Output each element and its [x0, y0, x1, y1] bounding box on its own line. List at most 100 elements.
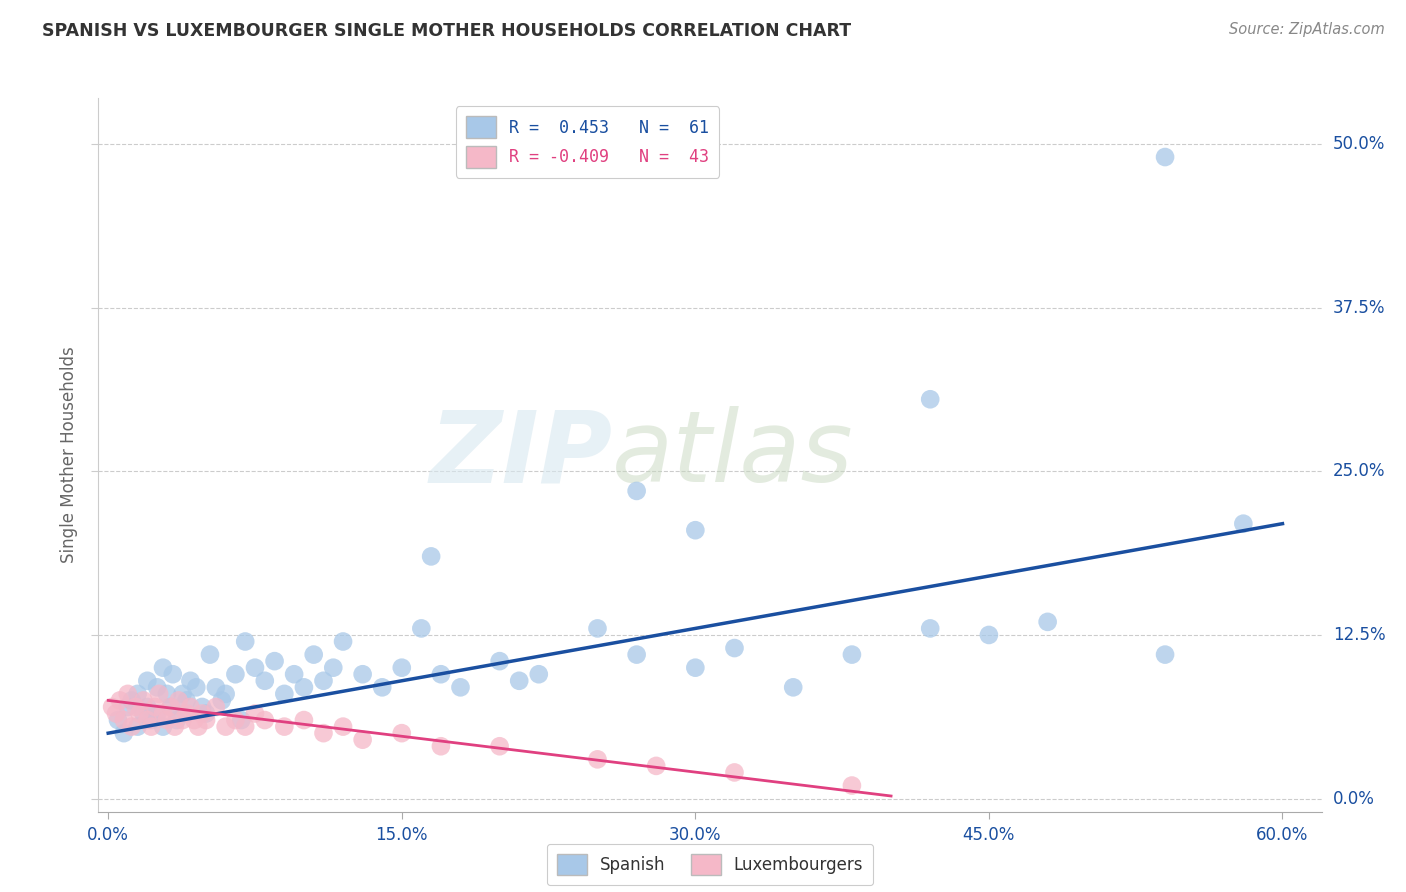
Point — [586, 621, 609, 635]
Point — [841, 779, 863, 793]
Point — [124, 700, 146, 714]
Text: SPANISH VS LUXEMBOURGER SINGLE MOTHER HOUSEHOLDS CORRELATION CHART: SPANISH VS LUXEMBOURGER SINGLE MOTHER HO… — [42, 22, 851, 40]
Point — [141, 720, 163, 734]
Point — [187, 720, 209, 734]
Point — [143, 700, 166, 714]
Text: 37.5%: 37.5% — [1333, 299, 1385, 317]
Point — [312, 726, 335, 740]
Point — [136, 713, 159, 727]
Point — [195, 713, 218, 727]
Point — [352, 667, 374, 681]
Point — [108, 693, 131, 707]
Point — [152, 720, 174, 734]
Point — [107, 713, 129, 727]
Point — [146, 706, 169, 721]
Point — [112, 726, 135, 740]
Point — [172, 687, 194, 701]
Point — [162, 667, 184, 681]
Point — [292, 681, 315, 695]
Point — [450, 681, 472, 695]
Point — [152, 706, 174, 721]
Point — [136, 673, 159, 688]
Point — [136, 700, 159, 714]
Point — [121, 720, 143, 734]
Point — [685, 661, 707, 675]
Point — [645, 759, 668, 773]
Point — [626, 648, 648, 662]
Point — [128, 706, 150, 721]
Point — [273, 720, 295, 734]
Point — [302, 648, 325, 662]
Point — [160, 700, 183, 714]
Point — [166, 713, 188, 727]
Point — [253, 673, 276, 688]
Point — [263, 654, 285, 668]
Point — [782, 681, 804, 695]
Point — [243, 661, 266, 675]
Text: ZIP: ZIP — [429, 407, 612, 503]
Point — [117, 687, 139, 701]
Point — [283, 667, 305, 681]
Point — [723, 641, 745, 656]
Y-axis label: Single Mother Households: Single Mother Households — [60, 347, 79, 563]
Point — [172, 713, 194, 727]
Text: 0.0%: 0.0% — [1333, 789, 1375, 807]
Point — [191, 700, 214, 714]
Point — [420, 549, 443, 564]
Point — [224, 667, 246, 681]
Point — [723, 765, 745, 780]
Point — [186, 681, 208, 695]
Point — [195, 706, 218, 721]
Point — [233, 720, 256, 734]
Text: atlas: atlas — [612, 407, 853, 503]
Point — [411, 621, 433, 635]
Point — [205, 681, 228, 695]
Point — [1036, 615, 1059, 629]
Point — [198, 648, 221, 662]
Text: 12.5%: 12.5% — [1333, 626, 1385, 644]
Point — [508, 673, 530, 688]
Point — [920, 621, 942, 635]
Legend: Spanish, Luxembourgers: Spanish, Luxembourgers — [547, 844, 873, 886]
Point — [586, 752, 609, 766]
Point — [179, 673, 201, 688]
Point — [191, 706, 214, 721]
Point — [205, 700, 228, 714]
Point — [527, 667, 550, 681]
Point — [977, 628, 1000, 642]
Point — [163, 720, 186, 734]
Point — [127, 720, 149, 734]
Point — [243, 706, 266, 721]
Point — [148, 687, 170, 701]
Point — [211, 693, 233, 707]
Point — [322, 661, 344, 675]
Point — [121, 693, 143, 707]
Point — [105, 706, 128, 721]
Point — [117, 700, 139, 714]
Point — [214, 720, 236, 734]
Point — [231, 713, 253, 727]
Point — [1154, 150, 1177, 164]
Point — [146, 681, 169, 695]
Point — [160, 700, 183, 714]
Point — [1232, 516, 1254, 531]
Text: Source: ZipAtlas.com: Source: ZipAtlas.com — [1229, 22, 1385, 37]
Point — [152, 661, 174, 675]
Text: 25.0%: 25.0% — [1333, 462, 1385, 480]
Point — [391, 726, 413, 740]
Point — [127, 687, 149, 701]
Point — [233, 634, 256, 648]
Point — [179, 700, 201, 714]
Point — [273, 687, 295, 701]
Point — [391, 661, 413, 675]
Point — [332, 634, 354, 648]
Point — [214, 687, 236, 701]
Point — [371, 681, 394, 695]
Point — [167, 693, 190, 707]
Point — [292, 713, 315, 727]
Point — [430, 739, 453, 754]
Point — [112, 713, 135, 727]
Point — [176, 693, 198, 707]
Point — [224, 713, 246, 727]
Point — [312, 673, 335, 688]
